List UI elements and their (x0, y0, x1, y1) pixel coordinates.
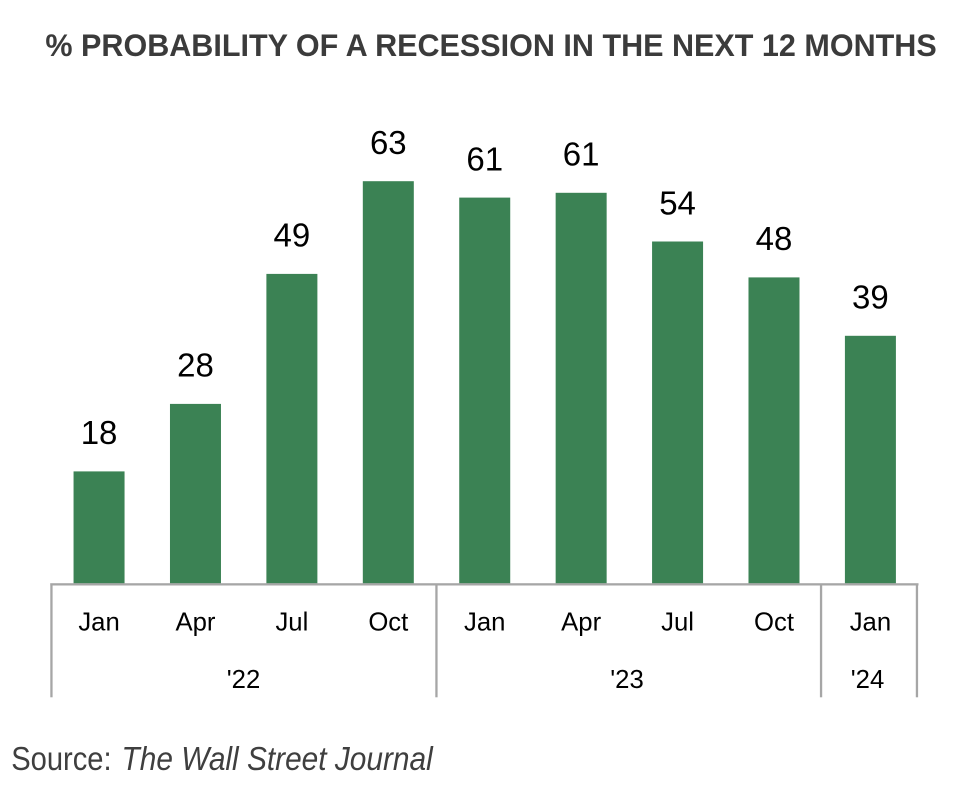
svg-text:Apr: Apr (561, 609, 601, 637)
svg-text:Jan: Jan (78, 609, 119, 637)
svg-text:61: 61 (466, 140, 503, 177)
svg-text:18: 18 (81, 414, 118, 451)
svg-text:54: 54 (659, 184, 696, 221)
svg-text:Jan: Jan (850, 609, 891, 637)
svg-text:49: 49 (274, 217, 311, 254)
svg-text:'22: '22 (227, 666, 260, 694)
svg-text:Jul: Jul (661, 609, 694, 637)
svg-text:61: 61 (563, 136, 600, 173)
svg-text:28: 28 (177, 347, 214, 384)
svg-text:'23: '23 (610, 666, 643, 694)
svg-text:39: 39 (852, 279, 889, 316)
svg-text:Oct: Oct (754, 609, 794, 637)
svg-text:48: 48 (756, 220, 793, 257)
svg-text:63: 63 (370, 124, 407, 161)
svg-text:% PROBABILITY OF A RECESSION I: % PROBABILITY OF A RECESSION IN THE NEXT… (45, 28, 936, 63)
svg-text:Apr: Apr (175, 609, 215, 637)
svg-text:Source:: Source: (11, 740, 111, 777)
svg-text:Jul: Jul (275, 609, 308, 637)
svg-text:Jan: Jan (464, 609, 505, 637)
svg-text:The Wall Street Journal: The Wall Street Journal (122, 740, 435, 777)
svg-text:Oct: Oct (368, 609, 408, 637)
svg-text:'24: '24 (851, 666, 884, 694)
